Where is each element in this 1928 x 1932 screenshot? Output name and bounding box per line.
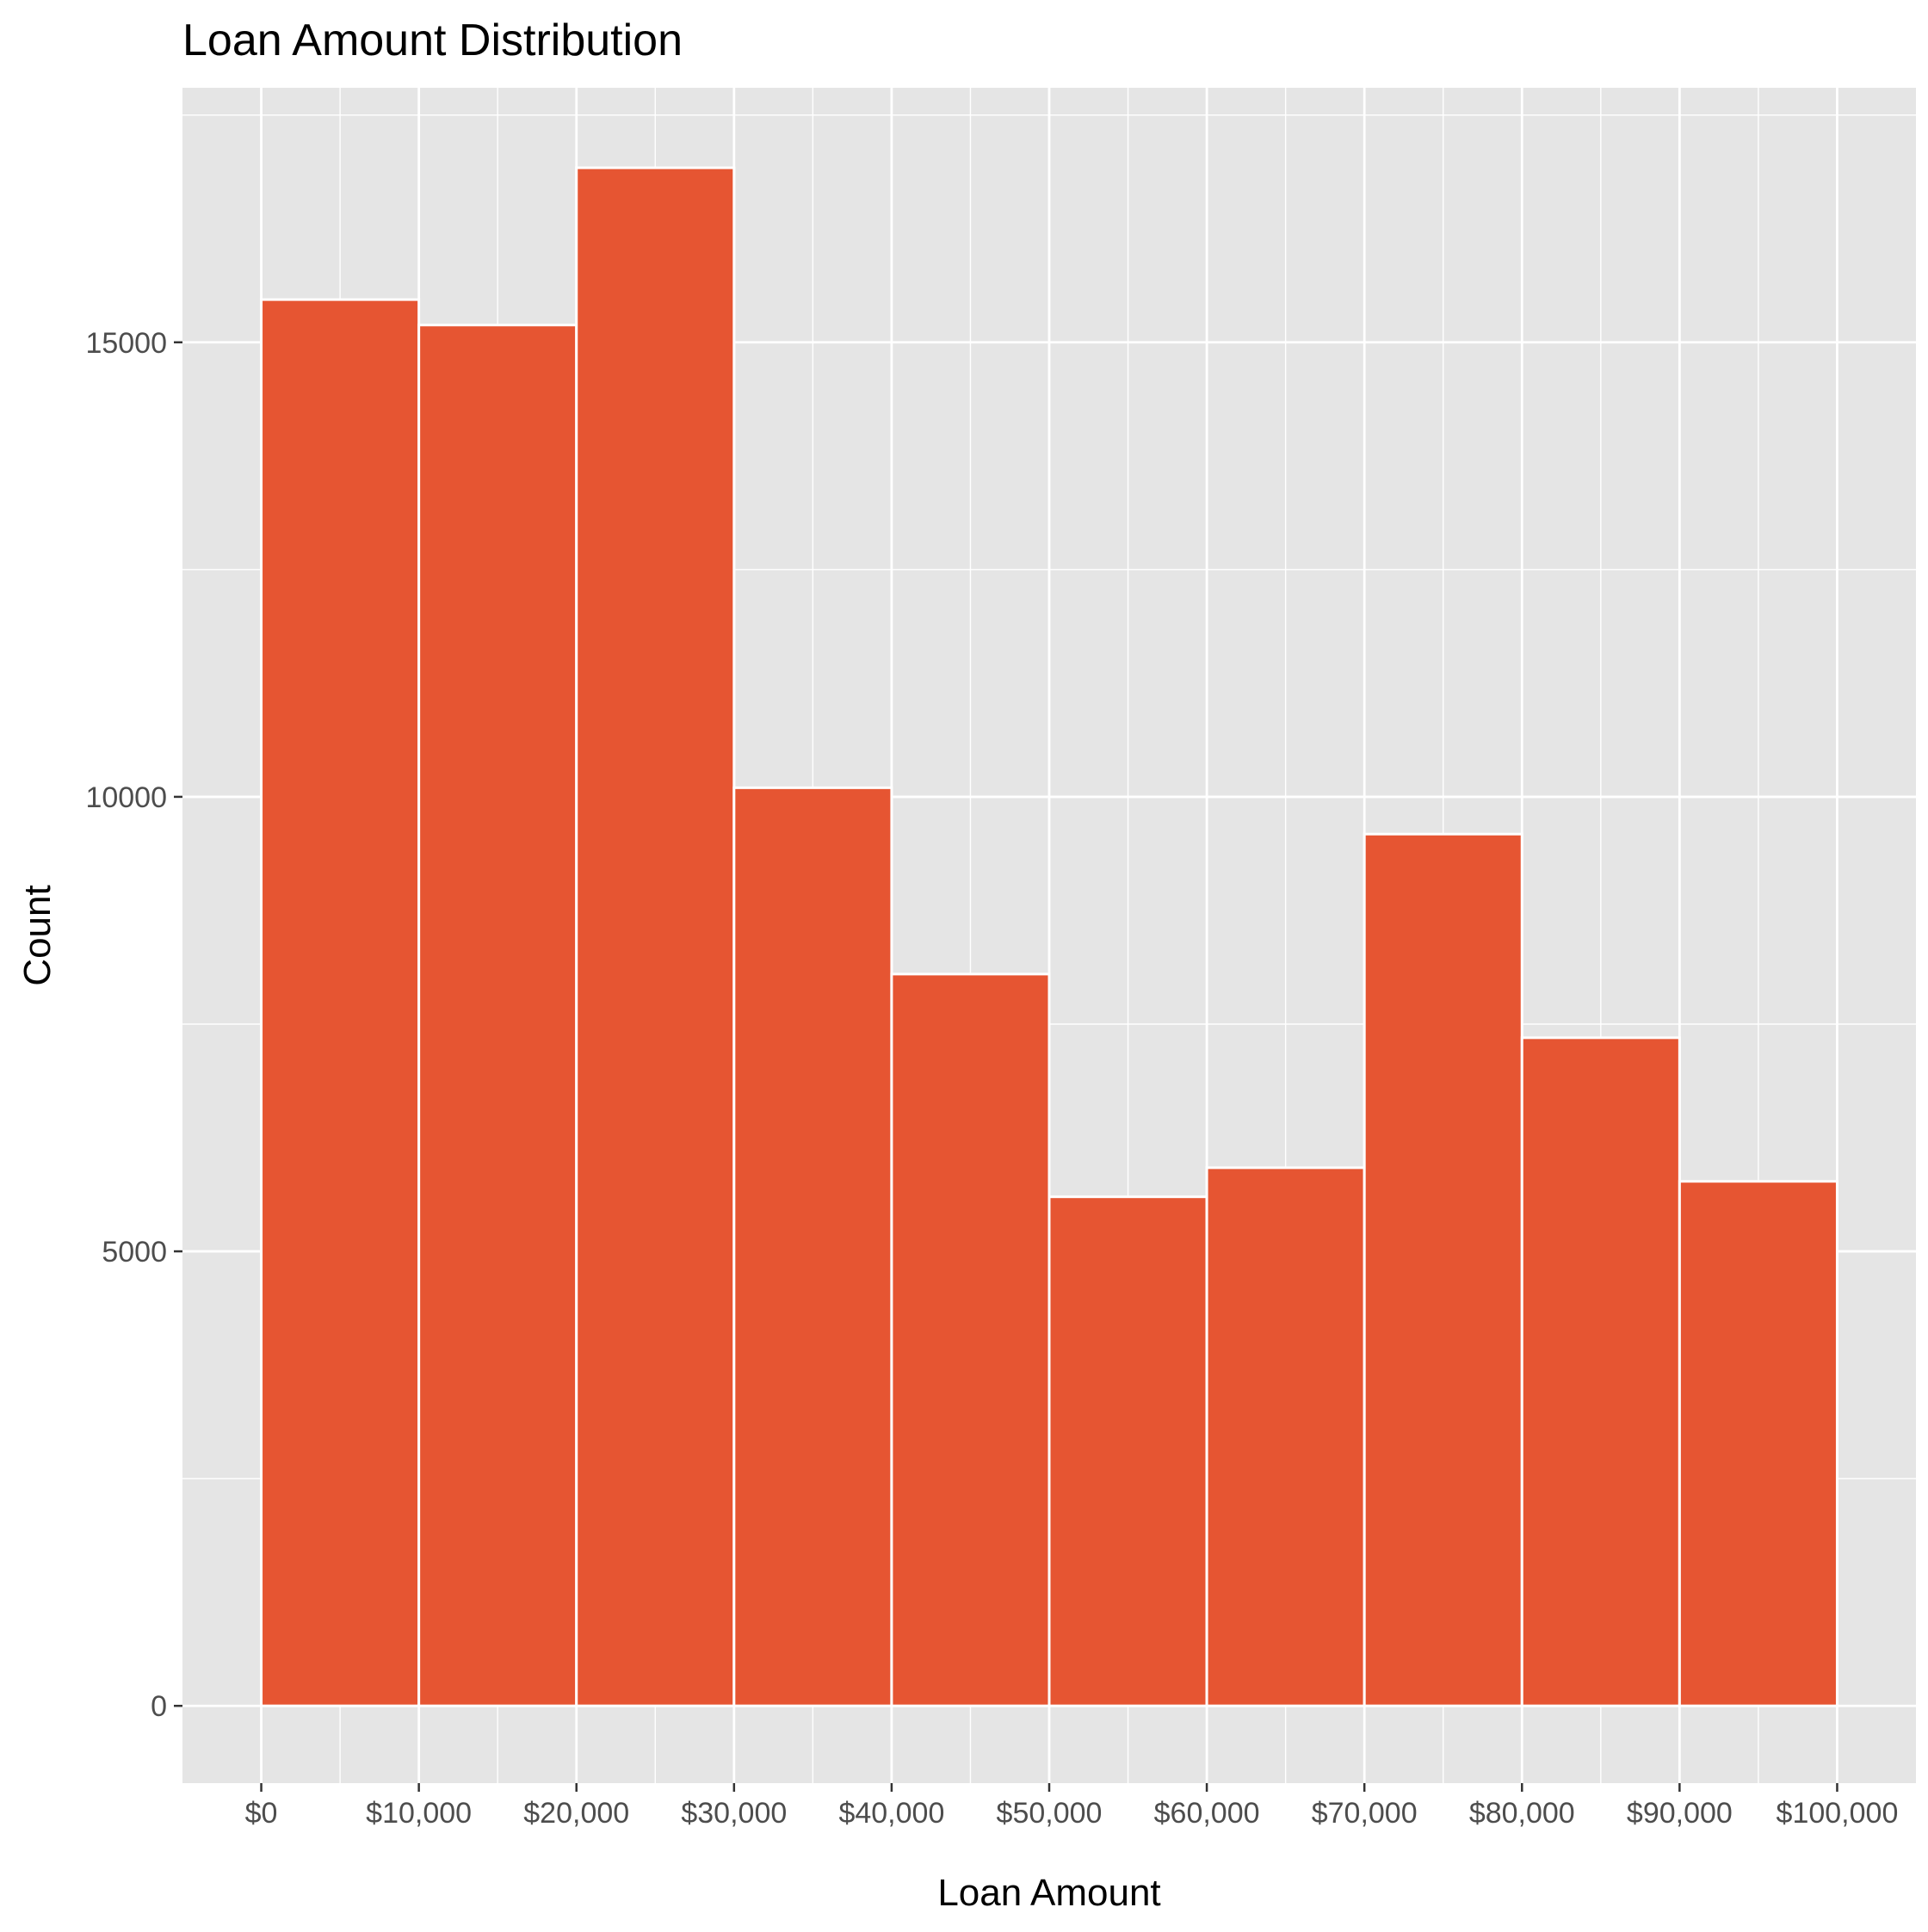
x-tick-label: $10,000 — [366, 1797, 472, 1830]
x-axis-label: Loan Amount — [937, 1872, 1160, 1914]
x-tick-label: $80,000 — [1469, 1797, 1575, 1830]
x-tick-label: $30,000 — [681, 1797, 787, 1830]
histogram-bar — [1678, 1180, 1838, 1707]
y-axis-label: Count — [16, 885, 59, 985]
x-tick-label: $60,000 — [1154, 1797, 1260, 1830]
histogram-bar — [575, 166, 736, 1707]
x-tick-label: $0 — [245, 1797, 278, 1830]
chart-title: Loan Amount Distribution — [182, 15, 683, 65]
histogram-bar — [1205, 1166, 1366, 1707]
x-tick-label: $100,000 — [1777, 1797, 1899, 1830]
histogram-bar — [1363, 832, 1523, 1707]
y-tick-label: 15000 — [85, 327, 167, 360]
x-tick-label: $70,000 — [1312, 1797, 1418, 1830]
histogram-bars — [260, 166, 1838, 1707]
histogram-bar — [1047, 1195, 1208, 1707]
x-tick-label: $50,000 — [997, 1797, 1103, 1830]
y-tick-label: 10000 — [85, 781, 167, 814]
histogram-bar — [890, 972, 1051, 1707]
x-tick-label: $40,000 — [838, 1797, 944, 1830]
axes: $0 $10,000 $20,000 $30,000 $40,000 $50,000 $60… — [85, 327, 1898, 1830]
histogram-bar — [732, 786, 893, 1707]
x-tick-label: $90,000 — [1627, 1797, 1733, 1830]
histogram-bar — [260, 298, 421, 1707]
x-tick-label: $20,000 — [523, 1797, 629, 1830]
y-tick-label: 0 — [151, 1690, 167, 1723]
histogram-bar — [417, 324, 578, 1707]
histogram-bar — [1520, 1036, 1681, 1707]
y-tick-label: 5000 — [102, 1236, 167, 1268]
